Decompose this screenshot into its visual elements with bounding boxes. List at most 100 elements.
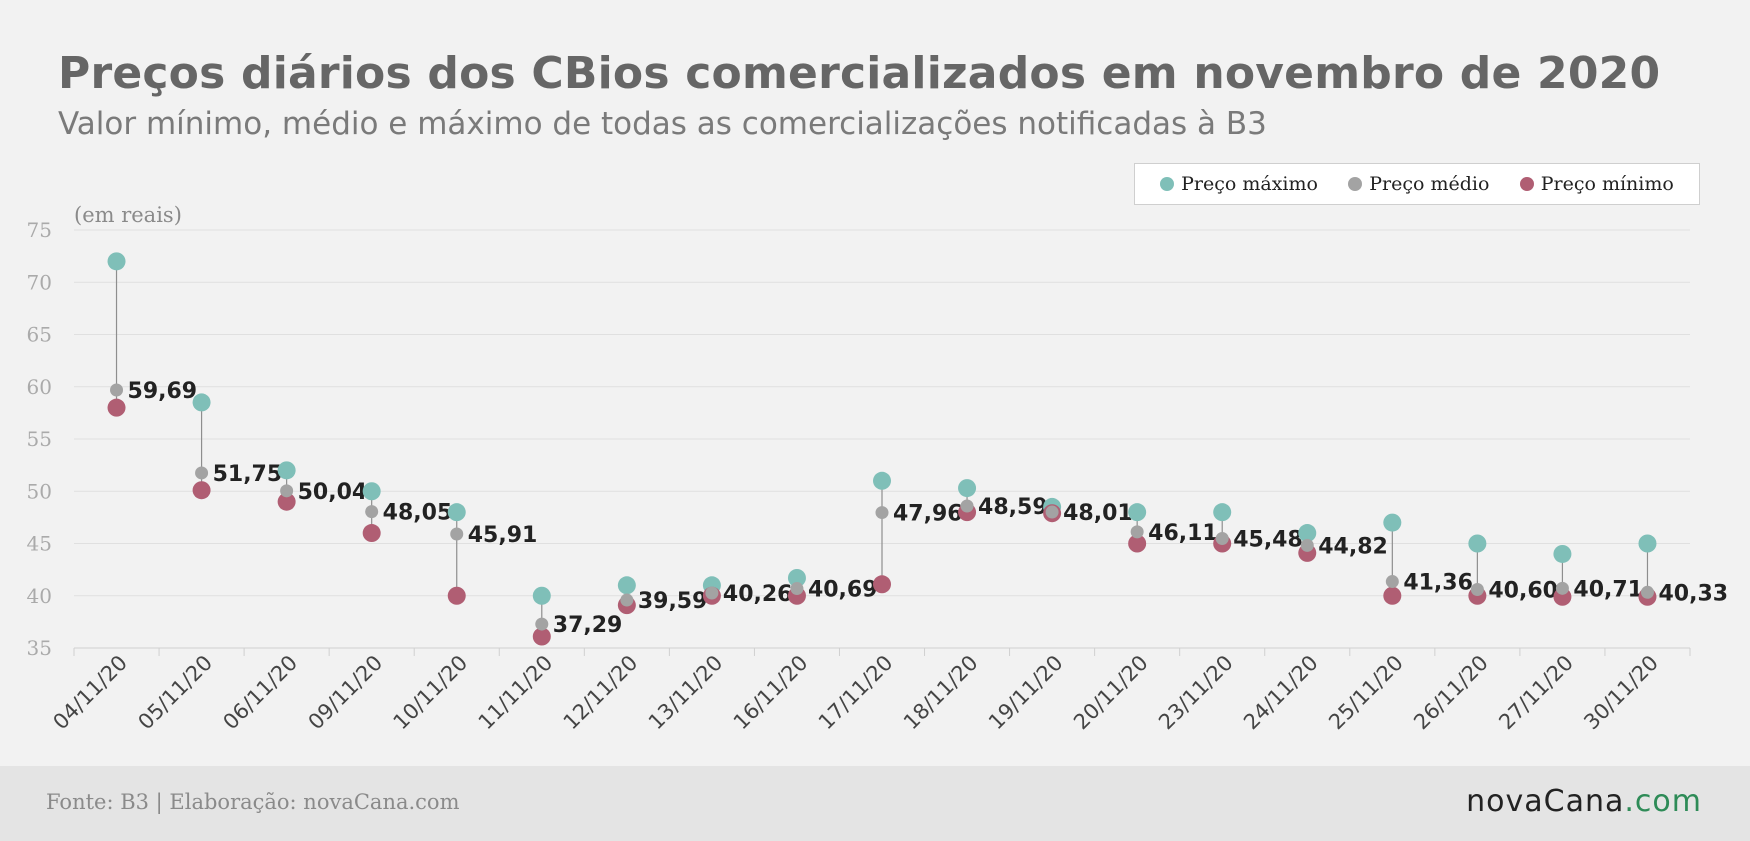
x-tick-label-18: 30/11/20 [1579, 651, 1663, 735]
avg-data-label-12: 46,11 [1148, 521, 1218, 546]
footer: Fonte: B3 | Elaboração: novaCana.com nov… [0, 766, 1750, 841]
avg-data-label-1: 51,75 [213, 462, 283, 487]
max-point-3 [362, 482, 381, 501]
avg-data-label-3: 48,05 [383, 501, 453, 526]
max-point-14 [1298, 524, 1317, 543]
min-point-9 [873, 575, 891, 594]
x-tick-label-9: 17/11/20 [814, 651, 898, 735]
legend-dot-min-icon [1519, 177, 1534, 191]
max-point-18 [1638, 534, 1657, 553]
min-point-5 [532, 627, 551, 646]
y-tick-label-65: 65 [27, 323, 52, 347]
avg-data-label-5: 37,29 [553, 613, 623, 638]
y-tick-label-55: 55 [27, 427, 52, 451]
avg-point-8 [790, 582, 804, 596]
source-text: Fonte: B3 | Elaboração: novaCana.com [46, 790, 460, 814]
y-tick-label-40: 40 [27, 584, 52, 608]
avg-point-4 [450, 527, 464, 541]
x-tick-label-2: 06/11/20 [218, 651, 302, 735]
min-point-3 [362, 524, 381, 543]
legend-dot-avg-icon [1348, 177, 1363, 191]
x-tick-label-14: 24/11/20 [1239, 651, 1323, 735]
avg-data-label-13: 45,48 [1233, 527, 1303, 552]
avg-point-1 [195, 466, 209, 480]
x-tick-label-13: 23/11/20 [1154, 651, 1238, 735]
x-tick-label-0: 04/11/20 [48, 651, 132, 735]
legend-item-max: Preço máximo [1160, 173, 1318, 195]
min-point-15 [1383, 586, 1402, 605]
avg-point-2 [280, 484, 294, 498]
chart-title: Preços diários dos CBios comercializados… [58, 48, 1661, 99]
y-tick-label-50: 50 [27, 479, 52, 503]
y-tick-label-35: 35 [27, 636, 52, 660]
max-point-13 [1213, 503, 1232, 522]
x-tick-label-7: 13/11/20 [644, 651, 728, 735]
x-tick-label-8: 16/11/20 [729, 651, 813, 735]
avg-point-15 [1385, 575, 1399, 589]
legend-item-avg: Preço médio [1348, 173, 1489, 195]
max-point-15 [1383, 513, 1402, 532]
y-tick-label-45: 45 [27, 532, 52, 556]
legend-dot-max-icon [1160, 177, 1175, 191]
avg-point-14 [1300, 538, 1314, 552]
x-tick-label-11: 19/11/20 [984, 651, 1068, 735]
min-point-12 [1128, 534, 1147, 553]
max-point-6 [617, 576, 636, 595]
max-point-2 [277, 461, 296, 480]
avg-data-label-2: 50,04 [298, 480, 368, 505]
max-point-12 [1128, 503, 1147, 522]
avg-data-label-18: 40,33 [1658, 581, 1728, 606]
min-point-2 [277, 492, 296, 511]
avg-point-17 [1555, 581, 1569, 595]
avg-point-18 [1640, 585, 1654, 599]
max-point-8 [787, 568, 806, 587]
avg-data-label-10: 48,59 [978, 495, 1048, 520]
x-tick-label-15: 25/11/20 [1324, 651, 1408, 735]
avg-data-label-15: 41,36 [1403, 571, 1473, 596]
avg-point-12 [1130, 525, 1144, 539]
avg-data-label-11: 48,01 [1063, 501, 1133, 526]
max-point-5 [532, 586, 551, 605]
max-point-17 [1553, 544, 1572, 563]
y-tick-label-70: 70 [27, 270, 52, 294]
avg-data-label-9: 47,96 [893, 502, 963, 527]
avg-point-5 [535, 617, 549, 631]
avg-point-13 [1215, 531, 1229, 545]
min-point-4 [447, 586, 466, 605]
x-tick-label-1: 05/11/20 [133, 651, 217, 735]
chart-legend: Preço máximo Preço médio Preço mínimo [1134, 163, 1700, 205]
y-tick-label-75: 75 [27, 218, 52, 242]
max-point-10 [958, 479, 977, 498]
min-point-1 [192, 481, 211, 500]
legend-item-min: Preço mínimo [1519, 173, 1674, 195]
max-point-16 [1468, 534, 1487, 553]
avg-data-label-16: 40,60 [1488, 578, 1558, 603]
y-axis-label: (em reais) [74, 203, 182, 227]
chart-subtitle: Valor mínimo, médio e máximo de todas as… [58, 106, 1267, 142]
x-tick-label-6: 12/11/20 [559, 651, 643, 735]
avg-point-7 [705, 586, 719, 600]
avg-data-label-7: 40,26 [723, 582, 793, 607]
legend-label-avg: Preço médio [1369, 173, 1490, 195]
x-tick-label-5: 11/11/20 [474, 651, 558, 735]
x-tick-label-10: 18/11/20 [899, 651, 983, 735]
avg-data-label-4: 45,91 [468, 523, 538, 548]
max-point-0 [107, 252, 126, 271]
avg-point-6 [620, 593, 634, 607]
x-tick-label-4: 10/11/20 [389, 651, 473, 735]
avg-point-16 [1470, 582, 1484, 596]
avg-point-10 [960, 499, 974, 513]
avg-data-label-8: 40,69 [808, 578, 878, 603]
avg-point-3 [365, 505, 379, 519]
brand-logo: novaCana.com [1466, 784, 1702, 819]
legend-label-max: Preço máximo [1181, 173, 1318, 195]
avg-point-0 [110, 383, 124, 397]
max-point-9 [873, 471, 891, 490]
chart-plot: 35 40 45 50 55 60 65 70 75 (em reais) 04/11/20 05/1… [27, 203, 1729, 735]
x-tick-label-12: 20/11/20 [1069, 651, 1153, 735]
avg-data-label-14: 44,82 [1318, 534, 1388, 559]
avg-point-9 [875, 506, 889, 520]
x-tick-label-16: 26/11/20 [1409, 651, 1493, 735]
brand-name: novaCana [1466, 784, 1625, 819]
brand-domain: .com [1624, 784, 1702, 819]
